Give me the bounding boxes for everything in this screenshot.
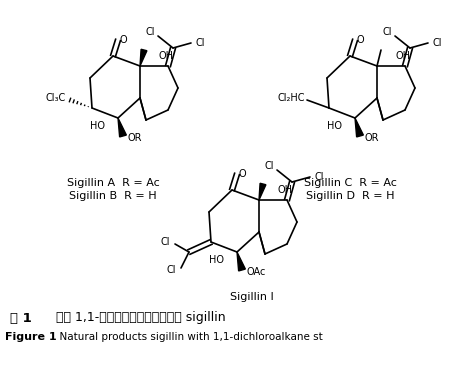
Polygon shape bbox=[259, 183, 266, 200]
Text: Cl: Cl bbox=[166, 265, 176, 275]
Text: Cl: Cl bbox=[432, 38, 442, 48]
Text: Sigillin B  R = H: Sigillin B R = H bbox=[69, 191, 157, 201]
Text: HO: HO bbox=[210, 255, 225, 265]
Text: Cl: Cl bbox=[264, 161, 274, 171]
Text: OH: OH bbox=[158, 51, 173, 61]
Text: Cl: Cl bbox=[314, 172, 324, 182]
Text: HO: HO bbox=[91, 121, 106, 131]
Text: Sigillin I: Sigillin I bbox=[230, 292, 274, 302]
Text: OR: OR bbox=[365, 133, 379, 143]
Polygon shape bbox=[355, 118, 364, 137]
Text: Cl: Cl bbox=[382, 27, 392, 37]
Text: OH: OH bbox=[277, 185, 292, 195]
Text: Cl: Cl bbox=[195, 38, 205, 48]
Text: O: O bbox=[356, 35, 364, 45]
Text: 具有 1,1-二氯烯烃结构的天然产物 sigillin: 具有 1,1-二氯烯烃结构的天然产物 sigillin bbox=[48, 312, 226, 325]
Text: O: O bbox=[119, 35, 127, 45]
Text: Cl: Cl bbox=[160, 237, 170, 247]
Text: Sigillin D  R = H: Sigillin D R = H bbox=[306, 191, 394, 201]
Text: Natural products sigillin with 1,1-dichloroalkane st: Natural products sigillin with 1,1-dichl… bbox=[53, 332, 323, 342]
Polygon shape bbox=[140, 49, 147, 66]
Text: Sigillin A  R = Ac: Sigillin A R = Ac bbox=[67, 178, 159, 188]
Text: OR: OR bbox=[128, 133, 142, 143]
Text: Cl₂HC: Cl₂HC bbox=[277, 93, 305, 103]
Text: 图 1: 图 1 bbox=[10, 312, 32, 325]
Text: Sigillin C  R = Ac: Sigillin C R = Ac bbox=[303, 178, 396, 188]
Text: OH: OH bbox=[395, 51, 410, 61]
Text: Cl: Cl bbox=[145, 27, 155, 37]
Text: OAc: OAc bbox=[246, 267, 266, 277]
Text: O: O bbox=[238, 169, 246, 179]
Text: Cl₃C: Cl₃C bbox=[46, 93, 66, 103]
Text: Figure 1: Figure 1 bbox=[5, 332, 56, 342]
Text: HO: HO bbox=[328, 121, 343, 131]
Polygon shape bbox=[118, 118, 127, 137]
Polygon shape bbox=[237, 252, 246, 271]
